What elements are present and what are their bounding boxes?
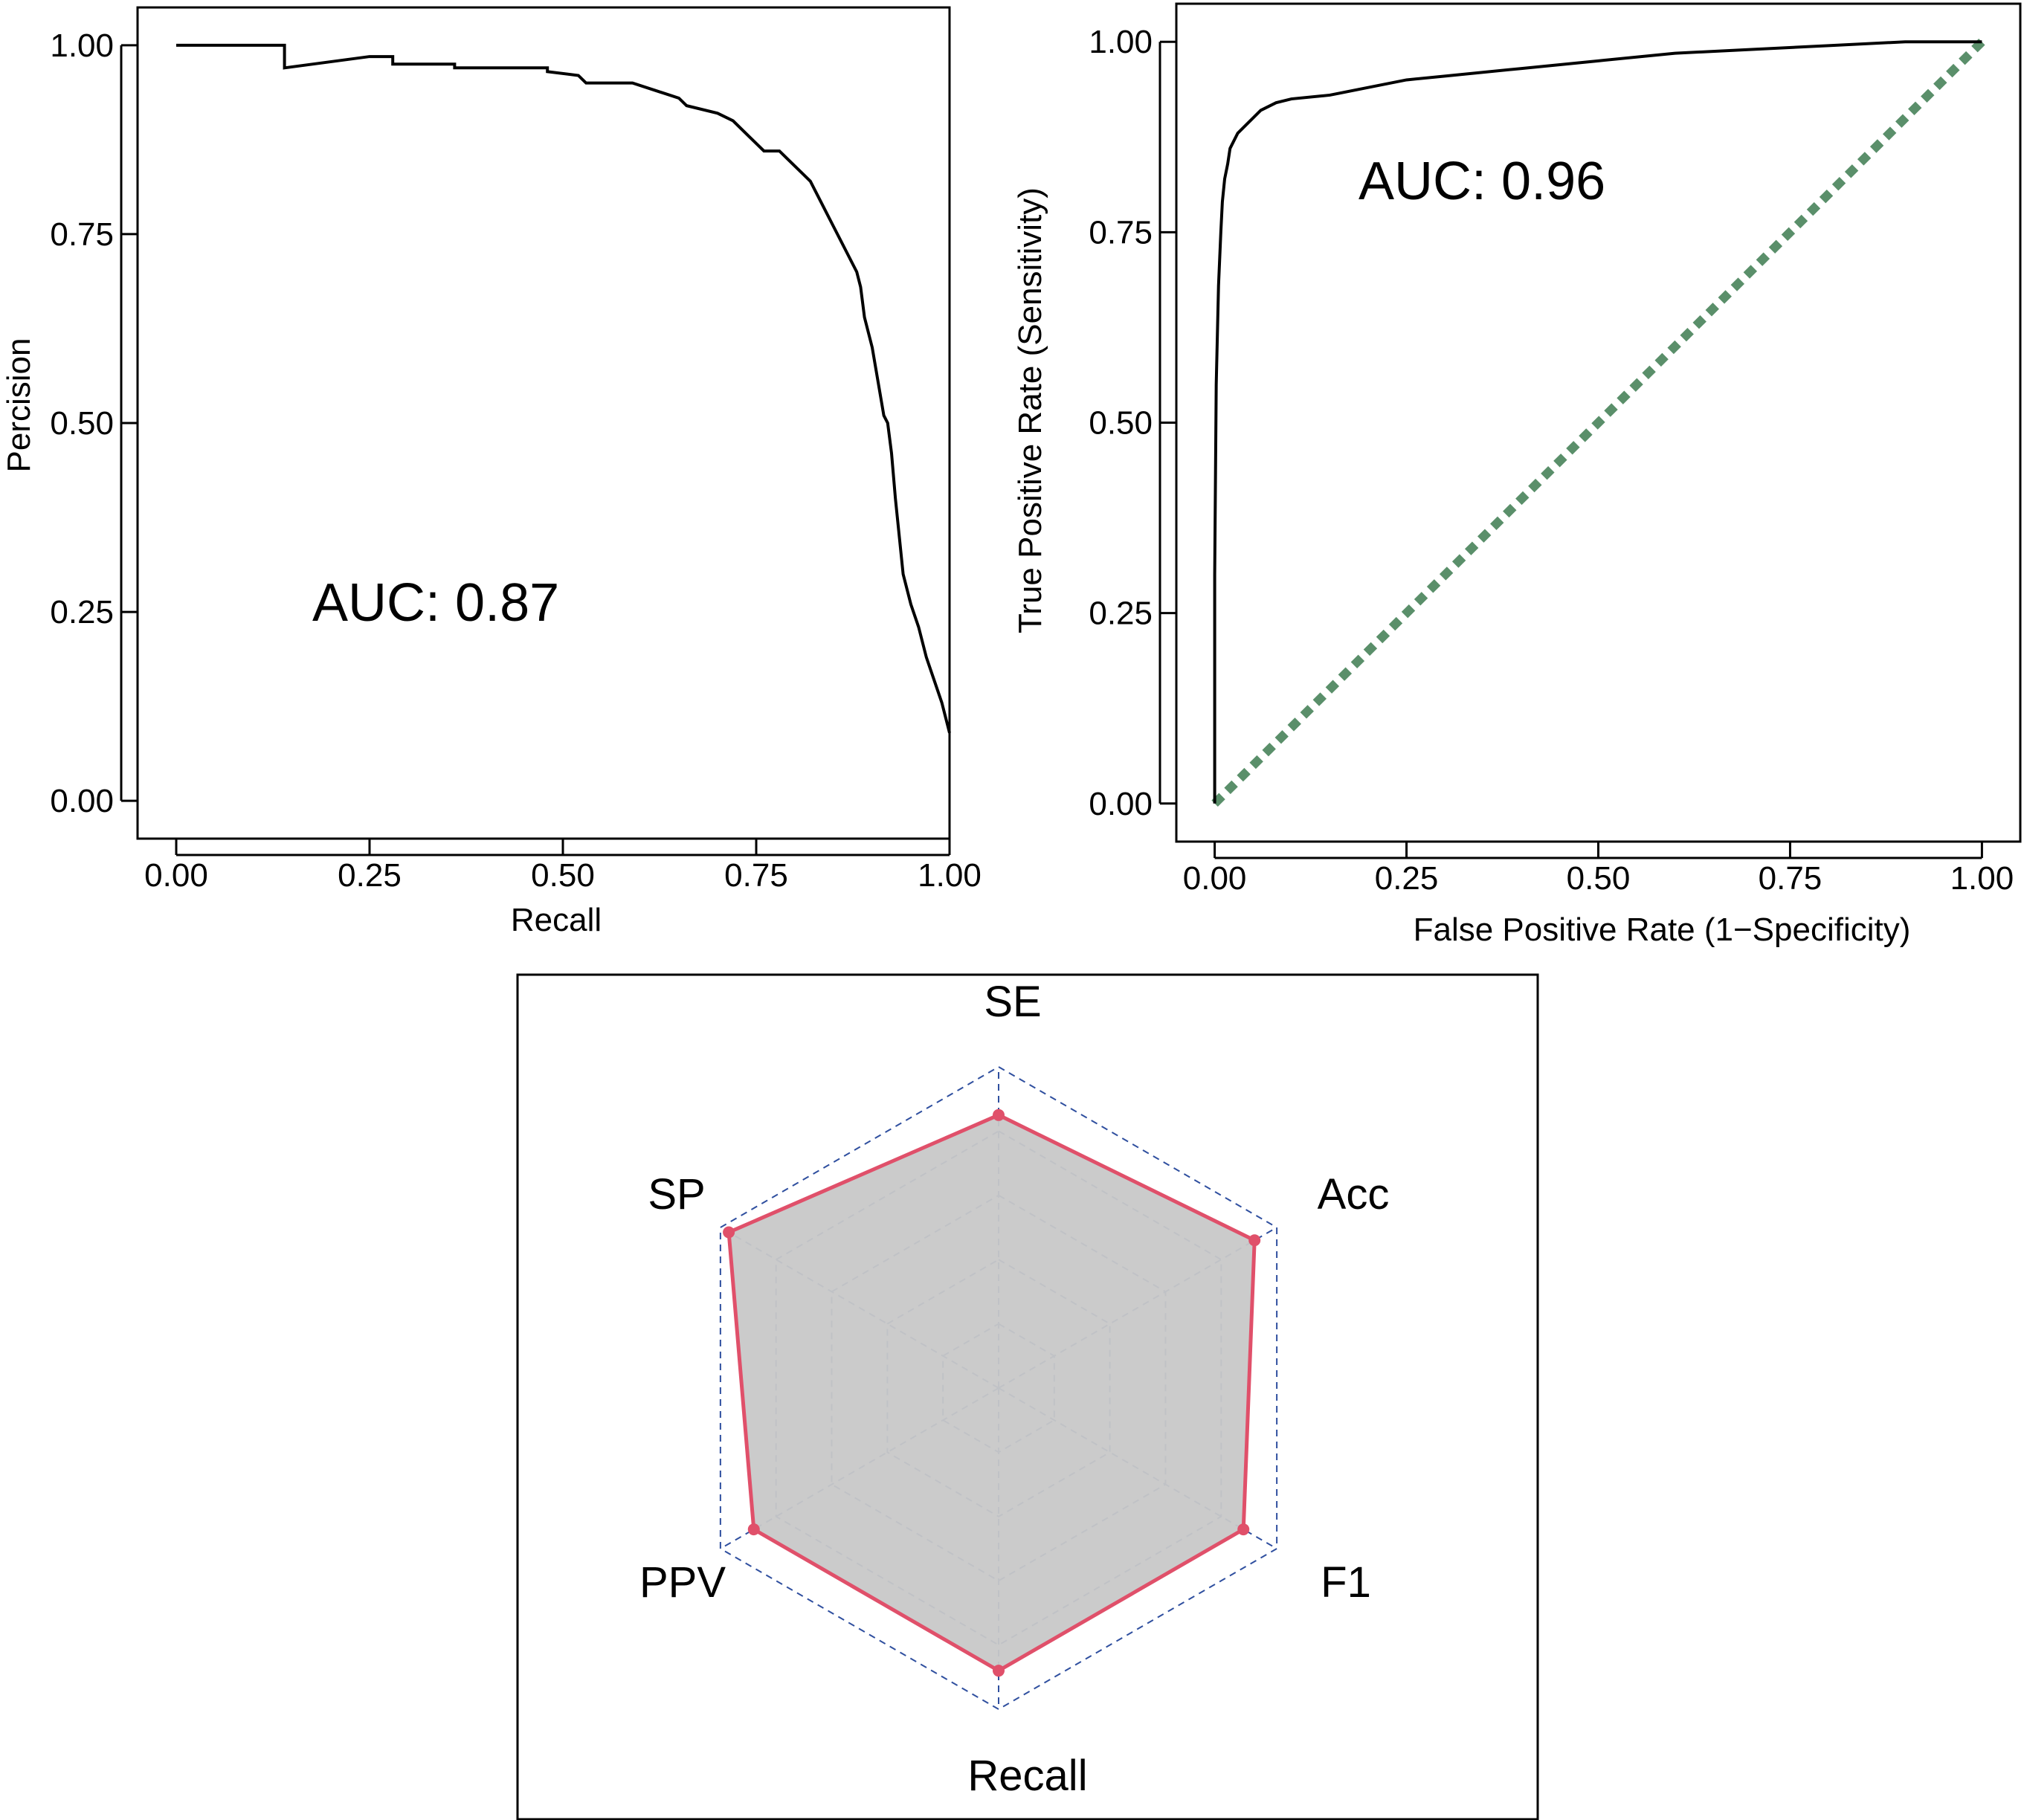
roc-x-axis: 0.00 0.25 0.50 0.75 1.00 xyxy=(1183,842,2014,897)
radar-label-recall: Recall xyxy=(967,1752,1087,1800)
roc-x-tick-label: 0.25 xyxy=(1375,860,1439,897)
roc-x-axis-title: False Positive Rate (1−Specificity) xyxy=(1414,911,1911,948)
radar-label-f1: F1 xyxy=(1321,1558,1371,1607)
pr-y-tick-label: 0.50 xyxy=(50,405,114,442)
radar-label-ppv: PPV xyxy=(639,1558,726,1607)
roc-x-tick-label: 0.75 xyxy=(1759,860,1822,897)
radar-frame xyxy=(516,973,1539,1820)
pr-x-axis-title: Recall xyxy=(511,902,602,938)
pr-y-tick-label: 0.00 xyxy=(50,783,114,819)
pr-auc-annotation: AUC: 0.87 xyxy=(312,573,559,633)
pr-x-tick-label: 0.75 xyxy=(724,857,788,894)
radar-point-f1 xyxy=(1237,1523,1250,1536)
radar-point-sp xyxy=(723,1226,735,1239)
pr-y-tick-label: 0.25 xyxy=(50,594,114,630)
pr-x-tick-label: 0.50 xyxy=(531,857,595,894)
roc-x-tick-label: 1.00 xyxy=(1950,860,2014,897)
radar-label-acc: Acc xyxy=(1318,1170,1390,1219)
pr-x-tick-label: 0.25 xyxy=(338,857,402,894)
pr-x-tick-label: 0.00 xyxy=(144,857,208,894)
roc-chance-line xyxy=(1211,38,1985,807)
pr-y-tick-label: 0.75 xyxy=(50,216,114,253)
pr-plot-frame xyxy=(136,6,951,840)
radar-point-ppv xyxy=(747,1523,760,1536)
roc-x-tick-label: 0.00 xyxy=(1183,860,1247,897)
roc-y-tick-label: 0.00 xyxy=(1089,786,1153,822)
radar-point-acc xyxy=(1248,1234,1261,1247)
pr-y-axis: 0.00 0.25 0.50 0.75 1.00 xyxy=(50,28,138,819)
roc-y-tick-label: 1.00 xyxy=(1089,24,1153,60)
roc-y-tick-label: 0.25 xyxy=(1089,596,1153,632)
radar-point-se xyxy=(993,1109,1005,1121)
radar-point-recall xyxy=(993,1665,1005,1677)
radar-label-sp: SP xyxy=(648,1170,705,1219)
pr-x-axis: 0.00 0.25 0.50 0.75 1.00 xyxy=(144,839,982,894)
radar-chart: SE Acc F1 Recall PPV SP xyxy=(516,973,1539,1820)
pr-x-tick-label: 1.00 xyxy=(918,857,982,894)
roc-chart: 0.00 0.25 0.50 0.75 1.00 0.00 0.25 0.50 0.75 1.0… xyxy=(1012,2,2022,948)
roc-x-tick-label: 0.50 xyxy=(1567,860,1631,897)
pr-y-axis-title: Percision xyxy=(1,338,37,473)
pr-y-tick-label: 1.00 xyxy=(50,28,114,64)
roc-y-axis: 0.00 0.25 0.50 0.75 1.00 xyxy=(1089,24,1176,822)
radar-grid-ring xyxy=(719,1065,1278,1711)
roc-y-tick-label: 0.50 xyxy=(1089,405,1153,442)
roc-y-axis-title: True Positive Rate (Sensitivity) xyxy=(1012,187,1048,633)
roc-auc-annotation: AUC: 0.96 xyxy=(1359,152,1605,211)
roc-y-tick-label: 0.75 xyxy=(1089,214,1153,251)
pr-curve xyxy=(176,43,951,734)
precision-recall-chart: 0.00 0.25 0.50 0.75 1.00 0.00 0.25 0.50 0.75 1.0… xyxy=(1,6,982,938)
radar-label-se: SE xyxy=(984,978,1041,1026)
radar-series-area xyxy=(726,1113,1257,1674)
radar-points xyxy=(723,1109,1261,1677)
roc-curve xyxy=(1213,40,1982,804)
